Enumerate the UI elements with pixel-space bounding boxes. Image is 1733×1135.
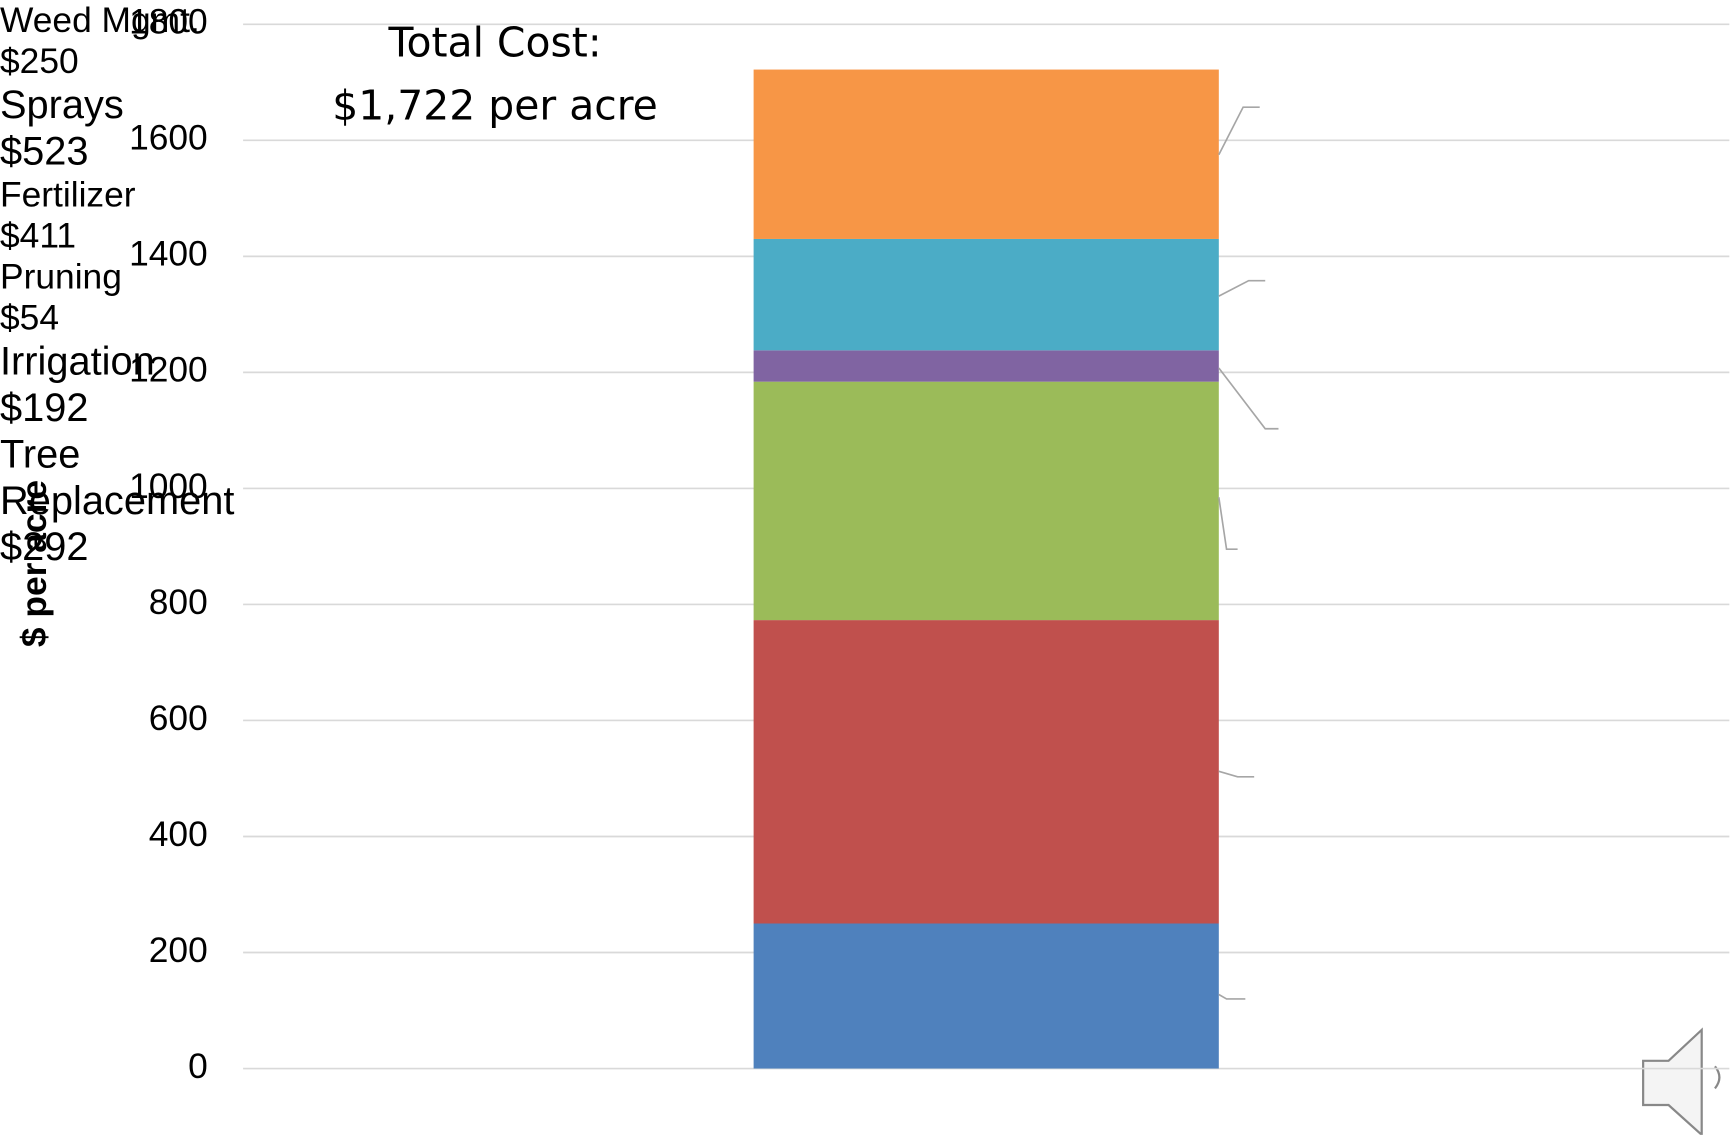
y-tick-label: 1200 xyxy=(129,351,208,390)
leader-line xyxy=(1218,106,1260,156)
series-name: Pruning xyxy=(0,256,122,297)
leader-line xyxy=(1218,279,1266,297)
data-label: Pruning $54 xyxy=(0,256,276,338)
speaker-icon xyxy=(1642,1027,1721,1135)
value-label: $54 xyxy=(0,297,59,338)
y-tick-label: 0 xyxy=(188,1047,208,1086)
y-tick-label: 800 xyxy=(149,583,208,622)
y-tick-label: 1800 xyxy=(129,3,208,42)
series-name: Fertilizer xyxy=(0,174,136,215)
bar-segment xyxy=(753,350,1219,382)
y-tick-label: 1600 xyxy=(129,119,208,158)
bar-segment xyxy=(753,923,1219,1069)
annotation-line: $1,722 per acre xyxy=(332,81,658,130)
value-label: $250 xyxy=(0,40,79,81)
y-axis-label: $ per acre xyxy=(15,480,54,647)
series-name: Tree Replacement xyxy=(0,430,235,523)
leader-line xyxy=(1218,770,1255,778)
y-tick-label: 1000 xyxy=(129,467,208,506)
bar-segment xyxy=(753,238,1219,351)
value-label: $523 xyxy=(0,128,89,174)
value-label: $192 xyxy=(0,384,89,430)
leader-line xyxy=(1218,367,1279,430)
series-name: Sprays xyxy=(0,81,124,128)
leader-line xyxy=(1217,497,1238,551)
y-tick-label: 200 xyxy=(149,931,208,970)
y-tick-label: 600 xyxy=(149,699,208,738)
y-tick-label: 400 xyxy=(149,815,208,854)
total-annotation: Total Cost: $1,722 per acre xyxy=(332,11,658,137)
series-name: Weed Mgmt. xyxy=(0,0,200,40)
bar-segment xyxy=(753,620,1219,924)
annotation-line: Total Cost: xyxy=(388,18,602,67)
leader-line xyxy=(1218,993,1246,1000)
data-label: Sprays $523 xyxy=(0,82,276,175)
data-label: Weed Mgmt. $250 xyxy=(0,0,276,82)
series-name: Irrigation xyxy=(0,338,155,384)
value-label: $292 xyxy=(0,523,89,570)
data-label: Fertilizer $411 xyxy=(0,175,276,257)
value-label: $411 xyxy=(0,215,77,256)
data-label: Irrigation $192 xyxy=(0,338,276,431)
bar-segment xyxy=(753,381,1219,621)
y-tick-label: 1400 xyxy=(129,235,208,274)
bar-segment xyxy=(753,69,1219,239)
data-label: Tree Replacement $292 xyxy=(0,431,276,570)
